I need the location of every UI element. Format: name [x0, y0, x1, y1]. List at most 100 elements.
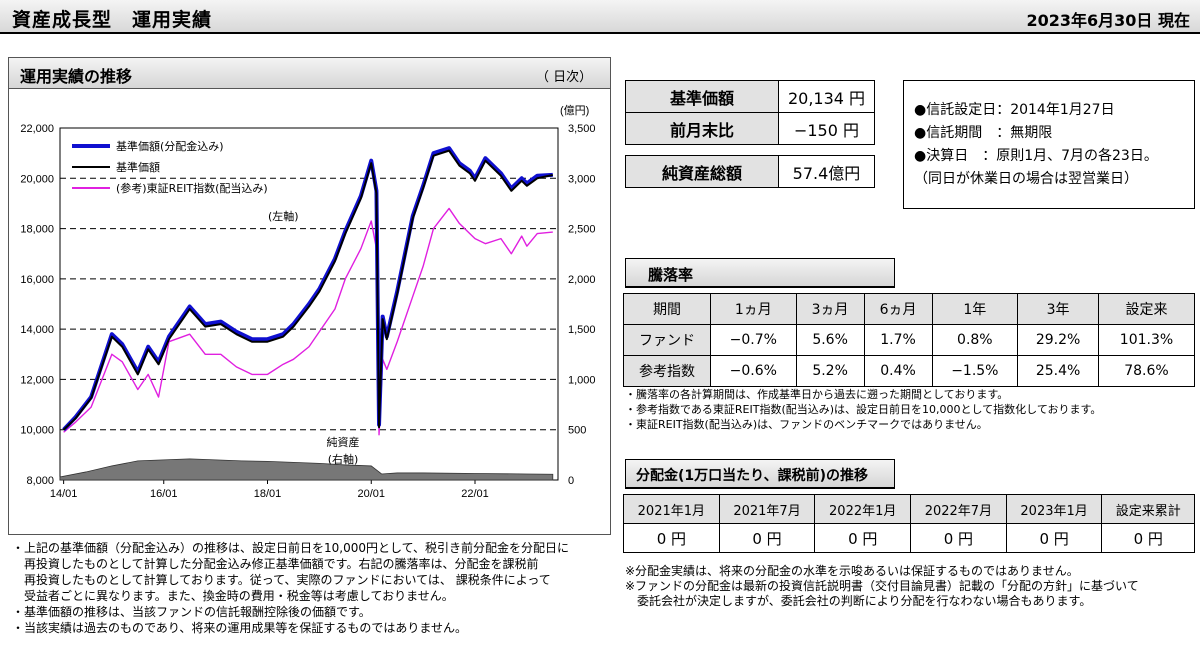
x-tick-label: 20/01: [357, 488, 385, 500]
dividend-note: ※分配金実績は、将来の分配金の水準を示唆あるいは保証するものではありません。: [625, 564, 1079, 578]
y-right-tick-label: 1,000: [568, 374, 596, 386]
x-tick-label: 16/01: [150, 488, 178, 500]
dividend-header: 2022年7月: [910, 494, 1007, 524]
series-line-nav: [62, 149, 554, 431]
dividends-table: 2021年1月 2021年7月 2022年1月 2022年7月 2023年1月 …: [623, 494, 1195, 553]
row-label: 参考指数: [623, 355, 711, 387]
perf-header: 期間: [623, 293, 711, 325]
performance-note: ・騰落率の各計算期間は、作成基準日から過去に遡った期間としております。: [625, 388, 1009, 401]
right-axis-annotation: (右軸): [328, 452, 359, 466]
perf-header: 1ヵ月: [710, 293, 797, 325]
performance-notes: ・騰落率の各計算期間は、作成基準日から過去に遡った期間としております。 ・参考指…: [625, 387, 1101, 432]
dividend-notes: ※分配金実績は、将来の分配金の水準を示唆あるいは保証するものではありません。 ※…: [625, 563, 1139, 608]
y-right-tick-label: 3,000: [568, 173, 596, 185]
chart-note: 再投資したものとして計算しております。従って、実際のファンドにおいては、 課税条…: [12, 573, 551, 587]
net-assets-annotation: 純資産: [327, 436, 360, 449]
dividend-header: 2022年1月: [814, 494, 912, 524]
perf-value: 0.8%: [931, 324, 1019, 356]
series-line-reit-index: [63, 207, 553, 436]
chart-note: ・上記の基準価額（分配金込み）の推移は、設定日前日を10,000円として、税引き…: [12, 541, 570, 555]
net-assets-area: [59, 458, 554, 481]
change-label: 前月末比: [625, 112, 779, 145]
dividend-header: 2023年1月: [1005, 494, 1103, 524]
perf-value: −0.6%: [710, 355, 797, 387]
as-of-date: 2023年6月30日 現在: [1026, 11, 1190, 30]
row-label: ファンド: [623, 324, 711, 356]
nav-summary-table: 基準価額 20,134 円 前月末比 −150 円: [625, 80, 875, 145]
nav-label: 基準価額: [625, 80, 779, 113]
y-right-tick-label: 2,500: [568, 224, 596, 236]
dividend-header: 2021年7月: [718, 494, 816, 524]
dividend-header: 設定来累計: [1101, 494, 1195, 524]
perf-value: 0.4%: [863, 355, 933, 387]
settlement-date: ●決算日 ：原則1月、7月の各23日。: [914, 148, 1158, 164]
y-right-unit: (億円): [560, 104, 589, 117]
perf-value: 101.3%: [1097, 324, 1196, 356]
perf-header: 3年: [1017, 293, 1099, 325]
trust-period: ●信託期間 ：無期限: [914, 125, 1053, 141]
y-left-tick-label: 14,000: [20, 324, 54, 336]
net-assets-table: 純資産総額 57.4億円: [625, 155, 875, 188]
perf-value: 29.2%: [1017, 324, 1099, 356]
x-tick-label: 18/01: [254, 488, 282, 500]
left-axis-annotation: (左軸): [268, 209, 299, 223]
y-left-tick-label: 20,000: [20, 173, 54, 185]
performance-table: 期間 1ヵ月 3ヵ月 6ヵ月 1年 3年 設定来 ファンド −0.7% 5.6%…: [623, 293, 1196, 387]
perf-value: −0.7%: [710, 324, 797, 356]
perf-value: 5.6%: [795, 324, 865, 356]
y-right-tick-label: 2,000: [568, 274, 596, 286]
y-left-tick-label: 18,000: [20, 224, 54, 236]
chart-note: 再投資したものとして計算した分配金込み修正基準価額です。右記の騰落率は、分配金を…: [12, 557, 539, 571]
y-left-tick-label: 22,000: [20, 123, 54, 135]
performance-note: ・東証REIT指数(配当込み)は、ファンドのベンチマークではありません。: [625, 418, 988, 431]
y-left-tick-label: 10,000: [20, 425, 54, 437]
performance-chart: 8,000 10,000 12,000 14,000 16,000 18,000 20,00…: [20, 104, 596, 500]
chart-panel-header: [8, 57, 611, 89]
table-row: 0 円 0 円 0 円 0 円 0 円 0 円: [623, 523, 1195, 553]
page-header: [0, 0, 1200, 34]
performance-header-row: 期間 1ヵ月 3ヵ月 6ヵ月 1年 3年 設定来: [623, 293, 1196, 325]
dividend-value: 0 円: [814, 523, 912, 553]
settlement-note: （同日が休業日の場合は翌営業日）: [914, 171, 1138, 187]
page-title: 資産成長型 運用実績: [12, 9, 213, 31]
dividend-note: 委託会社が決定しますが、委託会社の判断により分配を行なわない場合もあります。: [625, 594, 1092, 608]
chart-notes: ・上記の基準価額（分配金込み）の推移は、設定日前日を10,000円として、税引き…: [12, 540, 569, 636]
dividend-header: 2021年1月: [623, 494, 720, 524]
perf-value: −1.5%: [931, 355, 1019, 387]
chart-note: ・当該実績は過去のものであり、将来の運用成果等を保証するものではありません。: [12, 621, 468, 635]
fund-info-box: ●信託設定日：2014年1月27日 ●信託期間 ：無期限 ●決算日 ：原則1月、…: [903, 80, 1195, 209]
nav-value: 20,134 円: [778, 80, 875, 113]
performance-note: ・参考指数である東証REIT指数(配当込み)は、設定日前日を10,000として指…: [625, 403, 1102, 416]
dividend-value: 0 円: [1005, 523, 1103, 553]
x-tick-label: 14/01: [50, 488, 78, 500]
perf-value: 5.2%: [795, 355, 865, 387]
y-right-tick-label: 3,500: [568, 123, 596, 135]
trust-start-date: ●信託設定日：2014年1月27日: [914, 102, 1115, 118]
perf-value: 25.4%: [1017, 355, 1099, 387]
y-right-tick-label: 500: [568, 425, 586, 437]
perf-header: 3ヵ月: [795, 293, 865, 325]
perf-value: 1.7%: [863, 324, 933, 356]
y-right-tick-label: 0: [568, 475, 574, 487]
net-assets-label: 純資産総額: [625, 155, 779, 188]
table-row: ファンド −0.7% 5.6% 1.7% 0.8% 29.2% 101.3%: [623, 324, 1196, 356]
performance-title: 騰落率: [625, 258, 895, 288]
perf-header: 1年: [931, 293, 1019, 325]
table-row: 参考指数 −0.6% 5.2% 0.4% −1.5% 25.4% 78.6%: [623, 355, 1196, 387]
y-left-tick-label: 8,000: [26, 475, 54, 487]
dividend-value: 0 円: [623, 523, 720, 553]
legend-label: 基準価額(分配金込み): [116, 139, 224, 153]
change-value: −150 円: [778, 112, 875, 145]
net-assets-value: 57.4億円: [778, 155, 875, 188]
x-tick-label: 22/01: [461, 488, 489, 500]
dividend-note: ※ファンドの分配金は最新の投資信託説明書（交付目論見書）記載の「分配の方針」に基…: [625, 579, 1139, 593]
y-right-tick-label: 1,500: [568, 324, 596, 336]
dividends-header-row: 2021年1月 2021年7月 2022年1月 2022年7月 2023年1月 …: [623, 494, 1195, 524]
perf-value: 78.6%: [1097, 355, 1196, 387]
chart-note: 受益者ごとに異なります。また、換金時の費用・税金等は考慮しておりません。: [12, 589, 454, 603]
chart-panel-title: 運用実績の推移: [20, 67, 133, 86]
series-line-nav-with-dividends: [62, 146, 553, 432]
legend-label: (参考)東証REIT指数(配当込み): [116, 181, 268, 195]
perf-header: 6ヵ月: [863, 293, 933, 325]
dividend-value: 0 円: [1101, 523, 1195, 553]
